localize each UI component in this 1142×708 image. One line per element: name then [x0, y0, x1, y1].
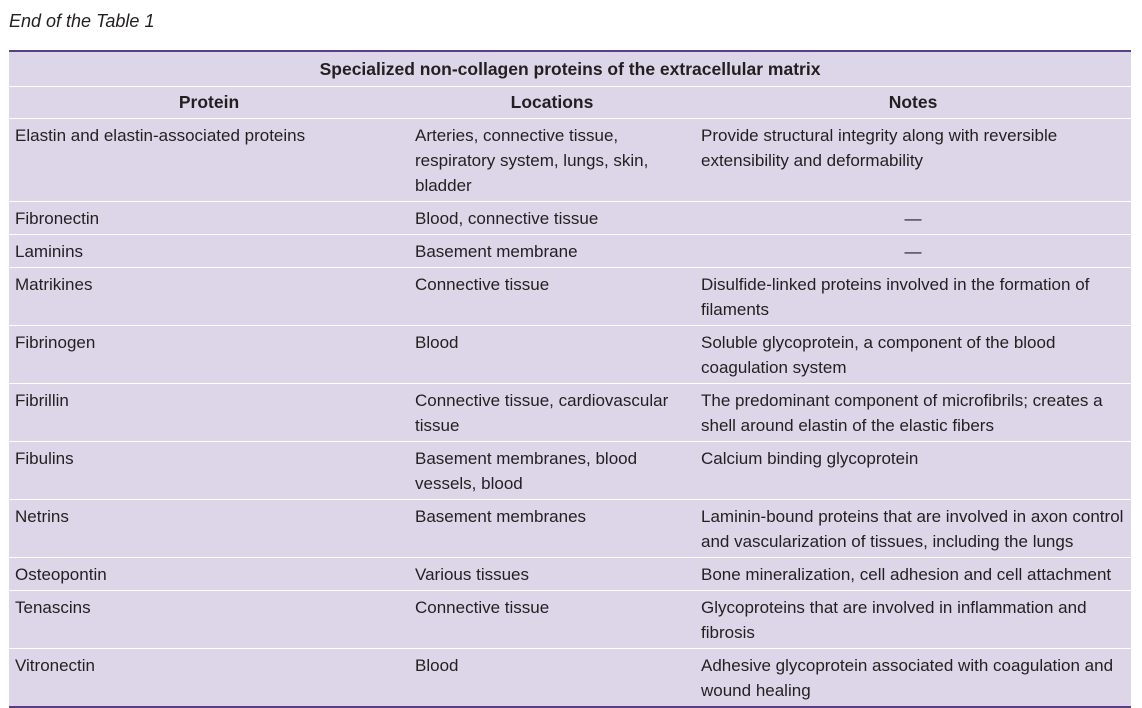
protein-cell: Netrins: [9, 499, 409, 558]
table-row: Fibrinogen Blood Soluble glycoprotein, a…: [9, 325, 1132, 384]
table-row: Matrikines Connective tissue Disulfide-l…: [9, 267, 1132, 326]
protein-cell: Fibronectin: [9, 201, 409, 235]
notes-cell: Laminin-bound proteins that are involved…: [695, 499, 1132, 558]
protein-cell: Matrikines: [9, 267, 409, 326]
locations-cell: Arteries, connective tissue, respiratory…: [409, 118, 695, 202]
notes-cell: Bone mineralization, cell adhesion and c…: [695, 557, 1132, 591]
notes-cell: Glycoproteins that are involved in infla…: [695, 590, 1132, 649]
locations-cell: Blood: [415, 656, 459, 675]
table-row: Fibronectin Blood, connective tissue —: [9, 201, 1132, 235]
table-title-row: Specialized non-collagen proteins of the…: [9, 52, 1132, 87]
locations-cell: Blood, connective tissue: [409, 201, 695, 235]
table-row: Tenascins Connective tissue Glycoprotein…: [9, 590, 1132, 649]
column-header-locations: Locations: [409, 86, 695, 119]
protein-cell: Fibrillin: [9, 383, 409, 442]
locations-cell: Basement membranes, blood vessels, blood: [409, 441, 695, 500]
notes-cell: Disulfide-linked proteins involved in th…: [695, 267, 1132, 326]
locations-cell: Blood: [409, 325, 695, 384]
data-table: Specialized non-collagen proteins of the…: [9, 52, 1132, 707]
notes-cell: —: [695, 201, 1132, 235]
protein-table: Specialized non-collagen proteins of the…: [9, 50, 1132, 708]
locations-cell: Connective tissue: [409, 267, 695, 326]
table-row: Fibrillin Connective tissue, cardiovascu…: [9, 383, 1132, 442]
table-row: Vitronectin Blood Adhesive glycoprotein …: [9, 649, 1131, 707]
notes-cell: Soluble glycoprotein, a component of the…: [695, 325, 1132, 384]
protein-cell: Tenascins: [9, 590, 409, 649]
table-row: Laminins Basement membrane —: [9, 234, 1132, 268]
protein-cell: Laminins: [9, 234, 409, 268]
column-header-protein: Protein: [9, 86, 409, 119]
locations-cell: Basement membrane: [409, 234, 695, 268]
notes-cell: Adhesive glycoprotein associated with co…: [701, 656, 1114, 700]
locations-cell: Basement membranes: [409, 499, 695, 558]
locations-cell: Connective tissue: [409, 590, 695, 649]
notes-cell: The predominant component of microfibril…: [695, 383, 1132, 442]
column-header-notes: Notes: [695, 86, 1132, 119]
locations-cell: Connective tissue, cardiovascular tissue: [409, 383, 695, 442]
table-row: Fibulins Basement membranes, blood vesse…: [9, 441, 1132, 500]
table-row: Osteopontin Various tissues Bone mineral…: [9, 557, 1132, 591]
column-header-row: Protein Locations Notes: [9, 86, 1132, 119]
notes-cell: Provide structural integrity along with …: [695, 118, 1132, 202]
table-title: Specialized non-collagen proteins of the…: [9, 52, 1132, 87]
locations-cell: Various tissues: [409, 557, 695, 591]
protein-cell: Fibrinogen: [9, 325, 409, 384]
table-row: Netrins Basement membranes Laminin-bound…: [9, 499, 1132, 558]
protein-cell: Vitronectin: [15, 656, 96, 675]
table-row: Elastin and elastin-associated proteins …: [9, 118, 1132, 202]
notes-cell: —: [695, 234, 1132, 268]
protein-cell: Elastin and elastin-associated proteins: [9, 118, 409, 202]
protein-cell: Fibulins: [9, 441, 409, 500]
table-caption: End of the Table 1: [9, 11, 155, 31]
protein-cell: Osteopontin: [9, 557, 409, 591]
notes-cell: Calcium binding glycoprotein: [695, 441, 1132, 500]
